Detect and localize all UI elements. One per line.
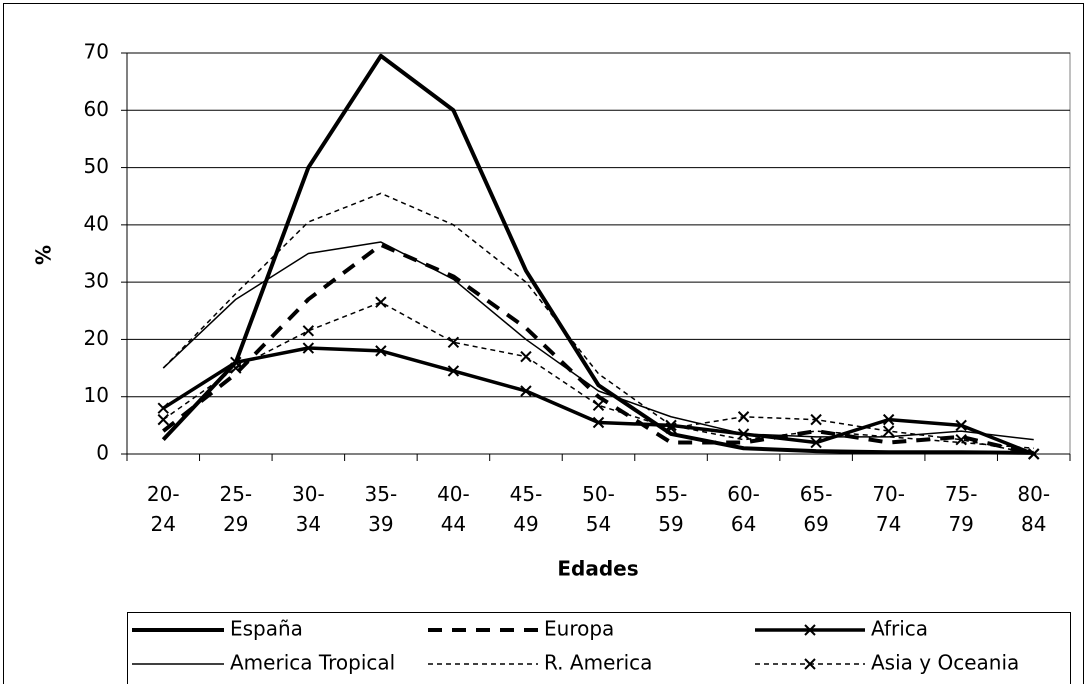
marker (810, 436, 822, 449)
marker (375, 345, 387, 357)
x-tick-label: 80-84 (1017, 482, 1050, 536)
marker (230, 362, 242, 374)
legend-marker (804, 658, 816, 670)
x-tick-label: 20-24 (147, 482, 180, 536)
marker (955, 433, 967, 446)
y-tick-label: 30 (84, 269, 109, 293)
x-tick-label: 65-69 (800, 482, 833, 536)
x-tick-label: 25-29 (219, 482, 252, 536)
x-tick-label: 55-59 (655, 482, 688, 536)
legend-label: Europa (544, 617, 614, 641)
x-tick-label: 50-54 (582, 482, 615, 536)
y-tick-label: 10 (84, 383, 109, 407)
marker (737, 411, 750, 423)
marker (1028, 448, 1040, 460)
legend-label: Africa (871, 617, 928, 641)
chart-frame (3, 3, 1084, 688)
series-line (161, 53, 1034, 455)
y-tick-label: 60 (84, 97, 109, 121)
series-line (162, 301, 1034, 455)
y-tick-label: 20 (84, 326, 109, 350)
marker (592, 416, 605, 429)
series-line (162, 241, 1034, 441)
x-tick-label: 45-49 (510, 482, 543, 536)
legend-marker (804, 624, 816, 636)
marker (302, 325, 315, 337)
marker (882, 425, 895, 437)
legend-box (127, 612, 1071, 688)
marker (157, 413, 169, 426)
legend-label: Asia y Oceania (871, 651, 1019, 675)
plot-area (126, 52, 1071, 455)
x-axis-title: Edades (557, 557, 638, 581)
x-tick-label: 40-44 (437, 482, 470, 536)
marker (955, 419, 967, 432)
legend-label: R. America (544, 651, 652, 675)
x-tick-label: 35-39 (365, 482, 398, 536)
marker (447, 365, 460, 377)
marker (665, 422, 677, 434)
marker (520, 350, 532, 363)
marker (810, 413, 822, 426)
legend-label: America Tropical (230, 651, 395, 675)
marker (882, 413, 895, 426)
x-tick-label: 30-34 (292, 482, 325, 536)
marker (592, 399, 605, 412)
x-tick-label: 75-79 (945, 482, 978, 536)
y-tick-label: 0 (96, 441, 109, 465)
marker (375, 296, 387, 308)
marker (520, 385, 532, 397)
marker (302, 342, 315, 354)
series-line (162, 242, 1035, 456)
series-line (162, 192, 1034, 450)
y-axis-title: % (32, 245, 56, 265)
x-tick-label: 70-74 (872, 482, 905, 536)
x-tick-label: 60-64 (727, 482, 760, 536)
marker (447, 336, 460, 349)
y-tick-label: 50 (84, 154, 109, 178)
marker (157, 402, 169, 414)
y-tick-label: 70 (84, 40, 109, 64)
y-tick-label: 40 (84, 211, 109, 235)
legend-label: España (230, 617, 303, 641)
